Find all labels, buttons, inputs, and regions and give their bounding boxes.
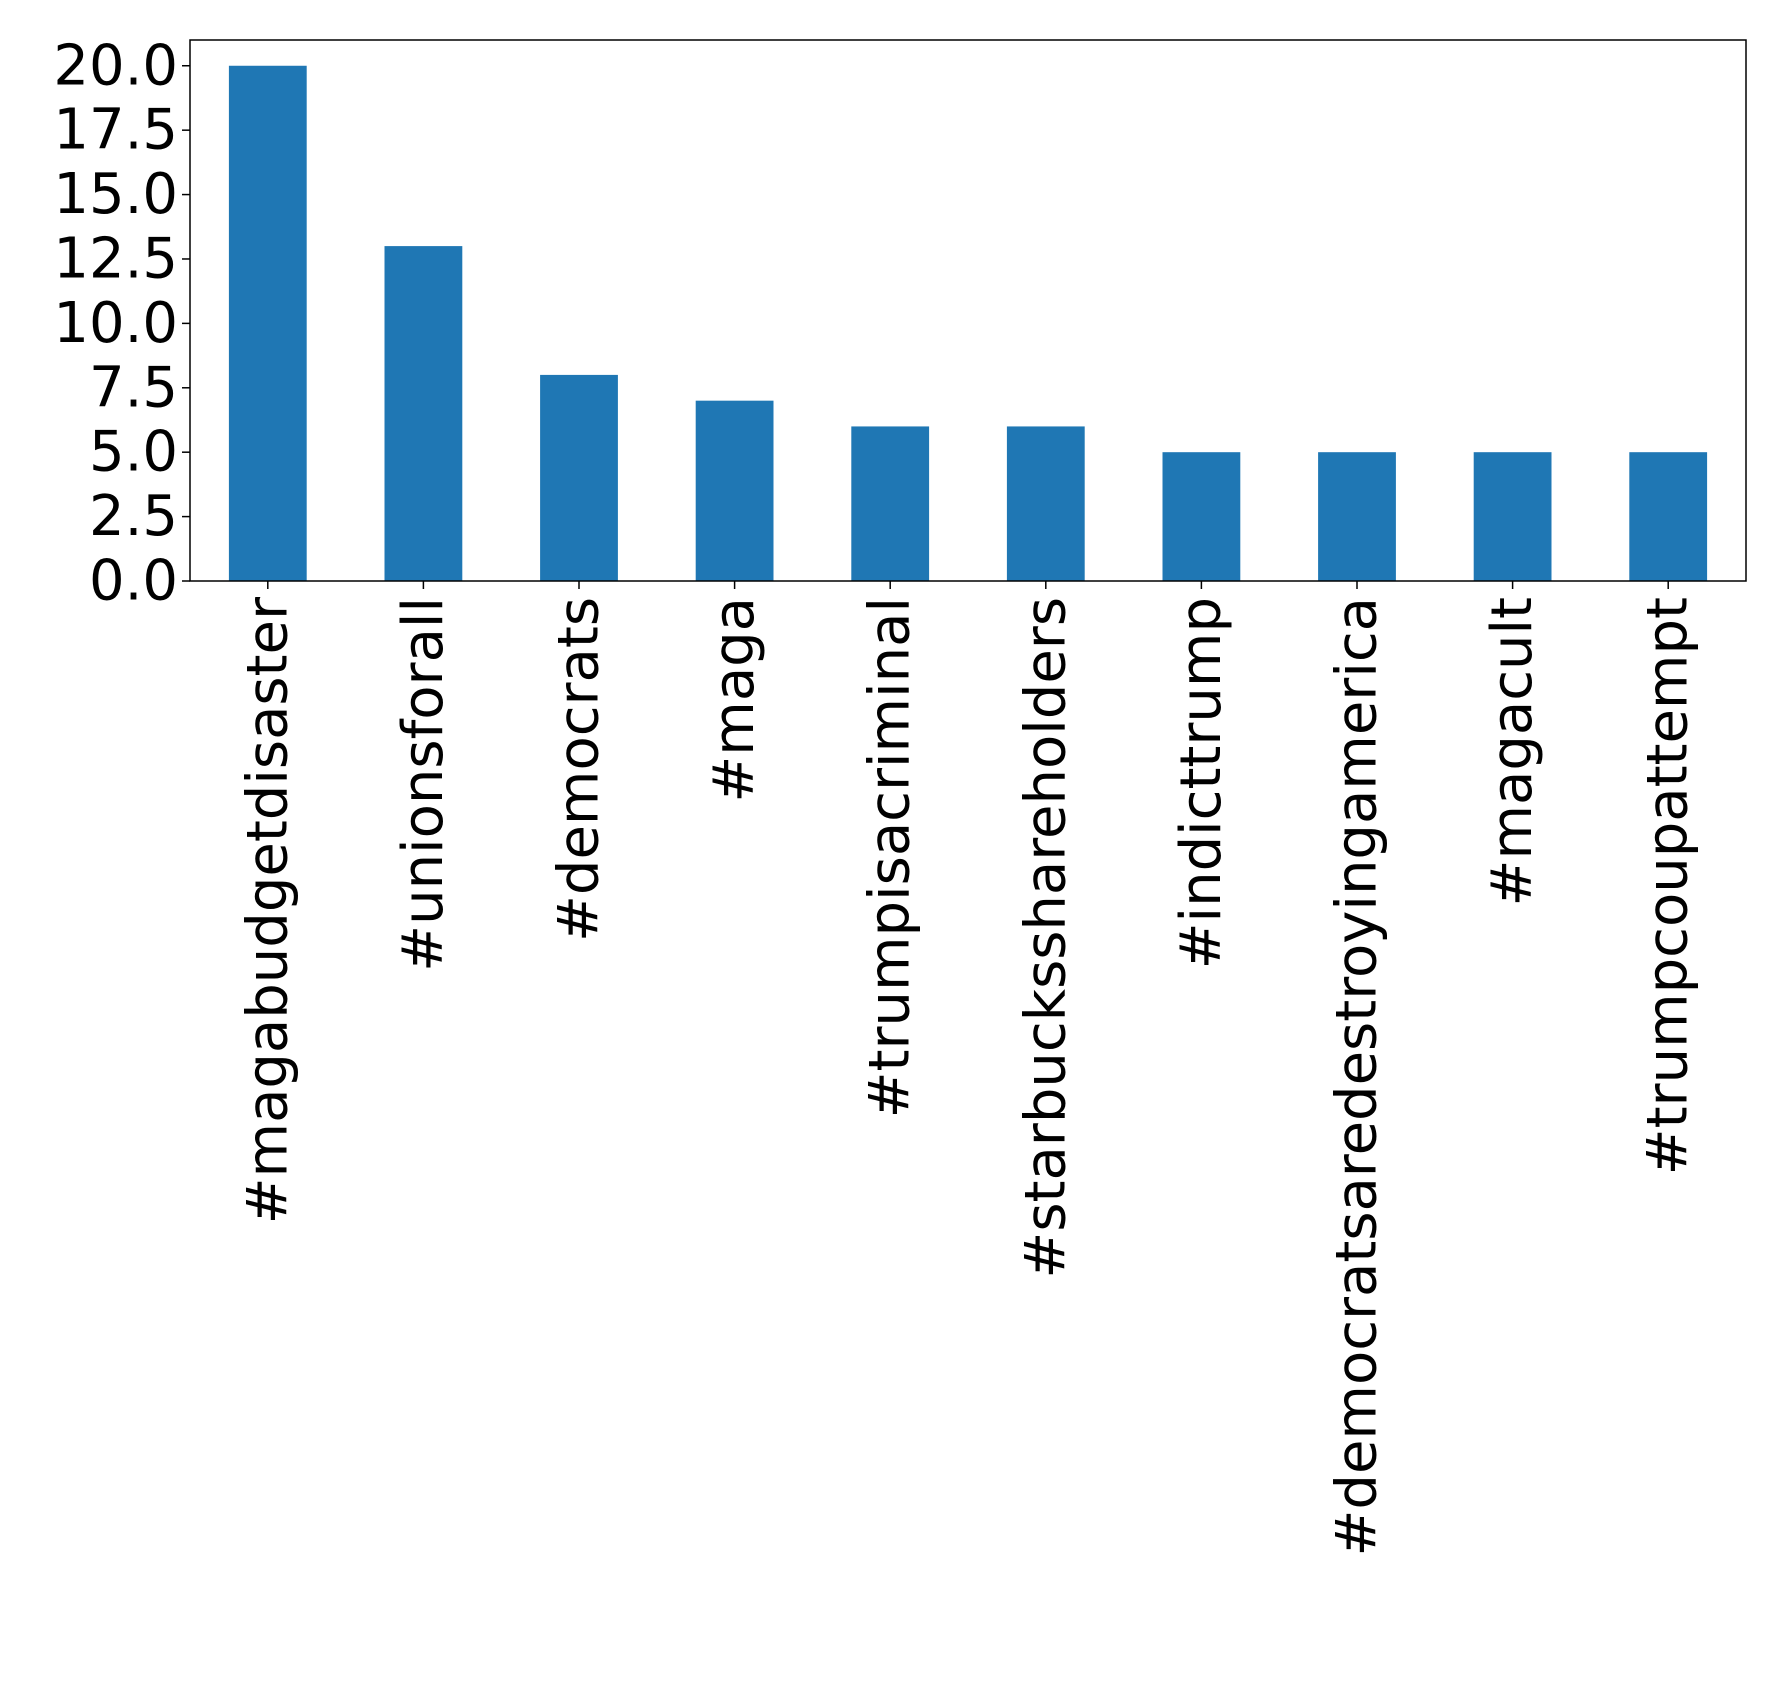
bar-2 [540, 374, 618, 581]
bar-8 [1473, 452, 1552, 581]
bar-7 [1318, 452, 1396, 581]
y-tick-label: 10.0 [53, 291, 178, 356]
y-axis: 0.02.55.07.510.012.515.017.520.0 [53, 33, 190, 614]
x-tick-label: #trumpcoupattempt [1636, 597, 1701, 1175]
bar-6 [1162, 452, 1241, 581]
bar-1 [384, 246, 463, 581]
y-tick-label: 15.0 [53, 162, 178, 227]
y-tick-label: 17.5 [53, 98, 178, 163]
x-tick-label: #starbucksshareholders [1013, 597, 1078, 1279]
y-tick-label: 2.5 [89, 484, 178, 549]
x-tick-label: #unionsforall [391, 597, 456, 972]
y-tick-label: 5.0 [89, 420, 178, 485]
y-tick-label: 0.0 [89, 549, 178, 614]
x-tick-label: #indicttrump [1169, 597, 1234, 969]
y-tick-label: 20.0 [53, 33, 178, 98]
bar-9 [1629, 452, 1708, 581]
bar-5 [1006, 426, 1085, 581]
x-tick-label: #magacult [1480, 597, 1545, 906]
bar-3 [695, 400, 774, 581]
bars-group [228, 65, 1708, 581]
x-axis: #magabudgetdisaster #unionsforall #democra… [235, 581, 1701, 1557]
x-tick-label: #democratsaredestroyingamerica [1325, 597, 1390, 1557]
x-tick-label: #magabudgetdisaster [235, 596, 300, 1224]
x-tick-label: #maga [702, 597, 767, 803]
y-tick-label: 7.5 [89, 355, 178, 420]
bar-4 [851, 426, 930, 581]
x-tick-label: #trumpisacriminal [858, 597, 923, 1118]
x-tick-label: #democrats [547, 597, 612, 942]
bar-0 [228, 65, 307, 581]
y-tick-label: 12.5 [53, 226, 178, 291]
plot-frame [189, 39, 1747, 582]
